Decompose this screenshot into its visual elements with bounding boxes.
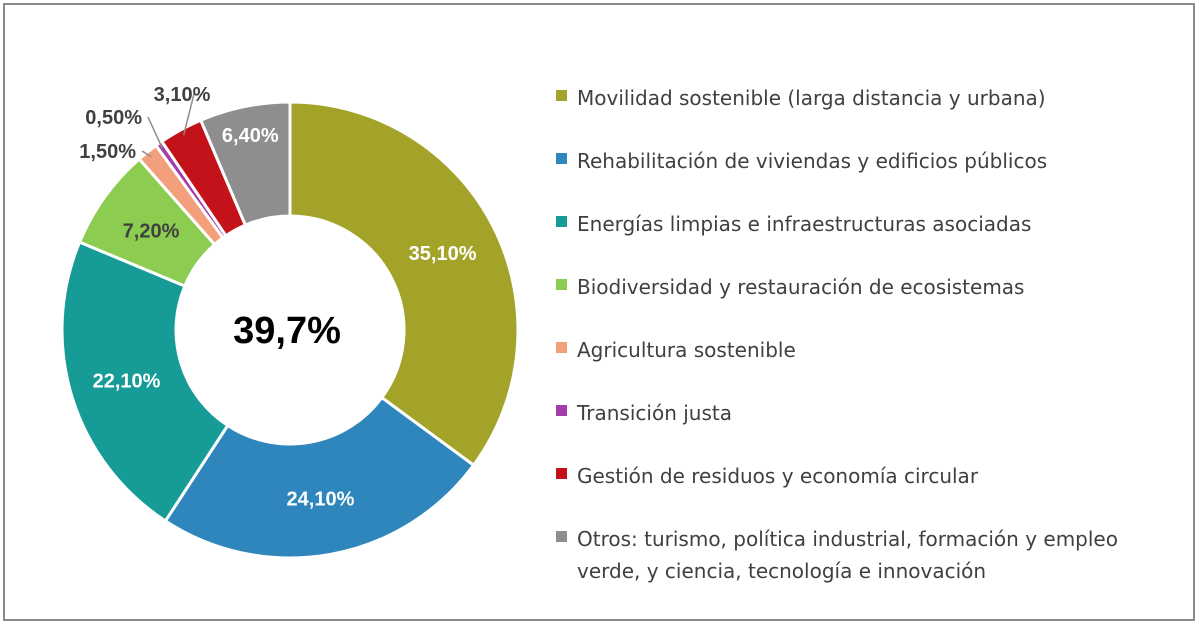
legend-label: Energías limpias e infraestructuras asoc… xyxy=(577,212,1032,236)
slice-energias xyxy=(60,240,230,524)
legend-swatch xyxy=(556,90,567,101)
legend-swatch xyxy=(556,531,567,542)
slice-otros xyxy=(198,100,292,228)
data-label-agricultura: 1,50% xyxy=(79,141,136,163)
data-label-otros: 6,40% xyxy=(222,125,279,147)
leader-line xyxy=(141,150,152,158)
legend-item-agricultura: Agricultura sostenible xyxy=(556,334,1177,366)
donut-chart: 35,10% 24,10% 22,10% 7,20% 1,50% 0,50% 3,10% 6,… xyxy=(60,84,520,560)
legend-label: Agricultura sostenible xyxy=(577,338,796,362)
legend-swatch xyxy=(556,468,567,479)
slice-rehabilitacion xyxy=(163,395,476,560)
data-label-biodiversidad: 7,20% xyxy=(123,220,180,242)
data-label-energias: 22,10% xyxy=(93,370,161,392)
donut-labels: 35,10% 24,10% 22,10% 7,20% 1,50% 0,50% 3,10% 6,… xyxy=(79,84,476,510)
legend-label: Otros: turismo, política industrial, for… xyxy=(577,527,1118,583)
legend-item-otros: Otros: turismo, política industrial, for… xyxy=(556,523,1177,587)
data-label-movilidad: 35,10% xyxy=(409,243,477,265)
legend-swatch xyxy=(556,153,567,164)
legend-item-biodiversidad: Biodiversidad y restauración de ecosiste… xyxy=(556,271,1177,303)
legend-label: Gestión de residuos y economía circular xyxy=(577,464,979,488)
legend-label: Rehabilitación de viviendas y edificios … xyxy=(577,149,1048,173)
legend-item-energias: Energías limpias e infraestructuras asoc… xyxy=(556,208,1177,240)
legend-label: Movilidad sostenible (larga distancia y … xyxy=(577,86,1046,110)
data-label-gestion: 3,10% xyxy=(154,84,211,106)
legend-item-residuos: Gestión de residuos y economía circular xyxy=(556,460,1177,492)
legend-swatch xyxy=(556,279,567,290)
legend-item-movilidad: Movilidad sostenible (larga distancia y … xyxy=(556,82,1177,114)
legend-swatch xyxy=(556,405,567,416)
legend-item-rehabilitacion: Rehabilitación de viviendas y edificios … xyxy=(556,145,1177,177)
data-label-rehabilitacion: 24,10% xyxy=(287,488,355,510)
center-label: 39,7% xyxy=(233,310,341,352)
legend-item-transicion: Transición justa xyxy=(556,397,1177,429)
legend-swatch xyxy=(556,342,567,353)
data-label-transicion: 0,50% xyxy=(85,107,142,129)
slice-movilidad xyxy=(288,100,520,468)
leader-line xyxy=(182,93,195,136)
legend-swatch xyxy=(556,216,567,227)
donut-slices xyxy=(60,100,520,560)
legend-label: Transición justa xyxy=(577,401,732,425)
legend-label: Biodiversidad y restauración de ecosiste… xyxy=(577,275,1025,299)
leader-line xyxy=(147,116,164,149)
